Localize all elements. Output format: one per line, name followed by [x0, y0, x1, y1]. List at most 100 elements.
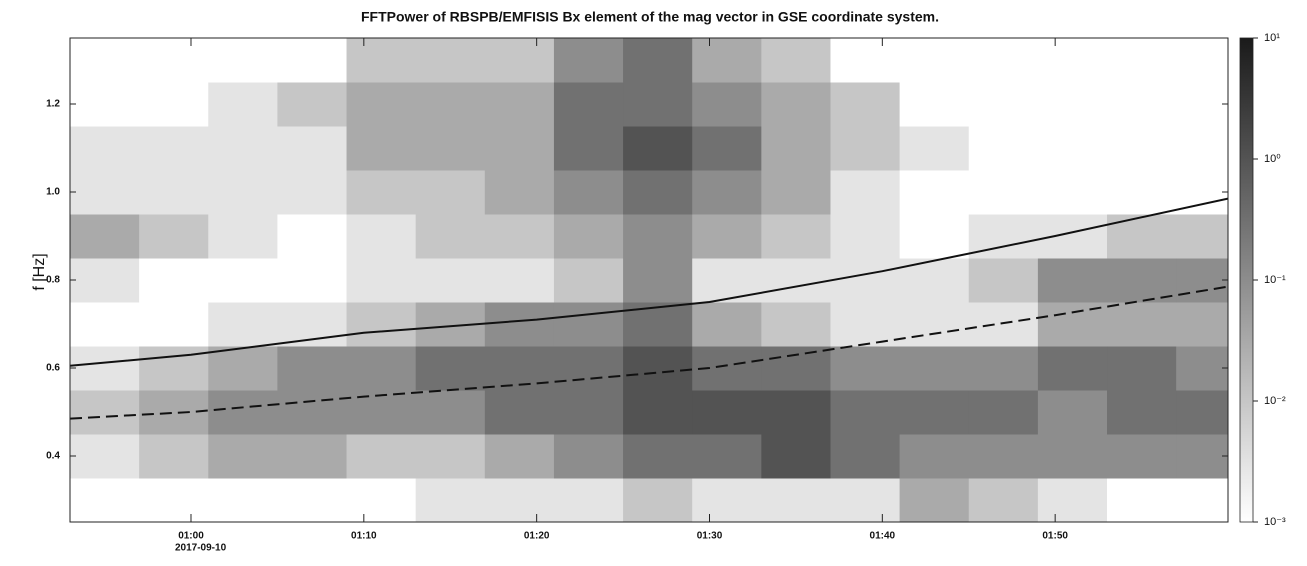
spectrogram-cell: [70, 346, 140, 391]
spectrogram-cell: [830, 126, 901, 171]
spectrogram-cell: [1176, 258, 1228, 303]
spectrogram-cell: [70, 390, 140, 435]
spectrogram-cell: [70, 214, 140, 259]
spectrogram-cell: [70, 82, 140, 127]
spectrogram-cell: [277, 170, 348, 215]
spectrogram-cell: [415, 38, 486, 83]
x-tick-label: 01:00: [178, 531, 204, 542]
spectrogram-cell: [1107, 346, 1177, 391]
spectrogram-cell: [1176, 390, 1228, 435]
y-tick-label: 0.6: [46, 363, 60, 374]
spectrogram-cell: [899, 82, 970, 127]
spectrogram-cell: [277, 478, 348, 522]
spectrogram-cell: [484, 126, 555, 171]
spectrogram-cell: [692, 478, 762, 522]
spectrogram-cell: [1107, 38, 1177, 83]
spectrogram-cell: [1037, 258, 1108, 303]
spectrogram-cell: [761, 434, 831, 479]
colorbar-tick-label: 10⁻²: [1264, 395, 1286, 407]
spectrogram-cell: [484, 82, 555, 127]
spectrogram-cell: [1037, 390, 1108, 435]
spectrogram-cell: [484, 258, 555, 303]
spectrogram-cell: [761, 390, 831, 435]
spectrogram-cell: [1176, 214, 1228, 259]
spectrogram-cell: [830, 214, 901, 259]
spectrogram-cell: [692, 126, 762, 171]
x-tick-label: 01:10: [351, 531, 377, 542]
spectrogram-cell: [208, 302, 278, 347]
spectrogram-cell: [692, 38, 762, 83]
spectrogram-cell: [553, 38, 624, 83]
spectrogram-cell: [484, 478, 555, 522]
spectrogram-cell: [553, 302, 624, 347]
spectrogram-cell: [692, 302, 762, 347]
spectrogram-cell: [346, 478, 417, 522]
spectrogram-cell: [968, 434, 1039, 479]
spectrogram-cell: [899, 302, 970, 347]
spectrogram-cell: [761, 478, 831, 522]
spectrogram-cell: [1176, 478, 1228, 522]
spectrogram-cell: [830, 82, 901, 127]
reference-line: [70, 285, 1228, 420]
spectrogram-cell: [553, 390, 624, 435]
spectrogram-cell: [415, 214, 486, 259]
spectrogram-cell: [761, 214, 831, 259]
spectrogram-cell: [346, 346, 417, 391]
spectrogram-cell: [1037, 38, 1108, 83]
spectrogram-cell: [830, 302, 901, 347]
spectrogram-cell: [968, 38, 1039, 83]
x-tick-label: 01:20: [524, 531, 550, 542]
spectrogram-cell: [623, 82, 693, 127]
spectrogram-cell: [139, 170, 209, 215]
spectrogram-cell: [208, 434, 278, 479]
spectrogram-cell: [277, 126, 348, 171]
spectrogram-cell: [70, 258, 140, 303]
x-tick-label: 01:50: [1042, 531, 1068, 542]
spectrogram-cell: [139, 38, 209, 83]
spectrogram-cell: [899, 38, 970, 83]
spectrogram-cell: [1176, 434, 1228, 479]
spectrogram-cell: [1107, 82, 1177, 127]
chart-title: FFTPower of RBSPB/EMFISIS Bx element of …: [361, 9, 939, 25]
spectrogram-cell: [692, 434, 762, 479]
spectrogram-cell: [968, 82, 1039, 127]
spectrogram-cell: [415, 434, 486, 479]
spectrogram-cell: [761, 38, 831, 83]
spectrogram-cell: [70, 170, 140, 215]
colorbar-tick-label: 10⁻³: [1264, 516, 1286, 528]
spectrogram-cell: [761, 170, 831, 215]
spectrogram-cell: [830, 346, 901, 391]
spectrogram-cell: [553, 346, 624, 391]
spectrogram-cell: [553, 478, 624, 522]
spectrogram-cell: [208, 478, 278, 522]
spectrogram-cell: [346, 82, 417, 127]
y-axis-label: f [Hz]: [31, 253, 48, 290]
spectrogram-cell: [1037, 346, 1108, 391]
spectrogram-cell: [830, 434, 901, 479]
spectrogram-cell: [553, 82, 624, 127]
spectrogram-cell: [968, 302, 1039, 347]
spectrogram-cell: [968, 170, 1039, 215]
spectrogram-cell: [208, 390, 278, 435]
spectrogram-cell: [899, 390, 970, 435]
spectrogram-cell: [208, 38, 278, 83]
spectrogram-cell: [277, 390, 348, 435]
colorbar: [1239, 37, 1254, 523]
spectrogram-cell: [623, 170, 693, 215]
spectrogram-cell: [1037, 478, 1108, 522]
y-tick-label: 1.0: [46, 187, 60, 198]
x-tick-label: 01:30: [697, 531, 723, 542]
spectrogram-cell: [277, 214, 348, 259]
spectrogram-cell: [968, 258, 1039, 303]
spectrogram-cell: [208, 126, 278, 171]
spectrogram-cell: [208, 214, 278, 259]
spectrogram-cell: [968, 126, 1039, 171]
spectrogram-cell: [830, 478, 901, 522]
spectrogram-cell: [346, 38, 417, 83]
spectrogram-cell: [70, 478, 140, 522]
spectrogram-cell: [139, 214, 209, 259]
spectrogram-cell: [1037, 434, 1108, 479]
spectrogram-cell: [761, 258, 831, 303]
spectrogram-cell: [1037, 170, 1108, 215]
spectrogram-cell: [899, 170, 970, 215]
